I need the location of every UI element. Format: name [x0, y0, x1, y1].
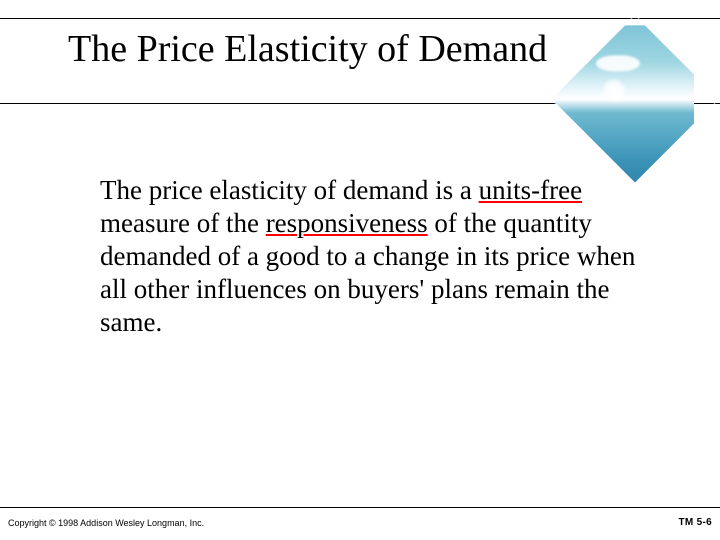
decorative-photo-diamond [576, 40, 694, 158]
highlight-units-free: units-free [479, 175, 582, 205]
body-text-segment: measure of the [100, 208, 266, 238]
body-text-segment: The price elasticity of demand is a [100, 175, 479, 205]
copyright-text: Copyright © 1998 Addison Wesley Longman,… [8, 518, 204, 528]
rule-bottom [0, 507, 720, 508]
beach-image [552, 16, 719, 183]
slide-title: The Price Elasticity of Demand [68, 27, 547, 71]
wave-splash [602, 75, 632, 105]
page-number: TM 5-6 [679, 517, 712, 528]
slide: The Price Elasticity of Demand The price… [0, 0, 720, 540]
body-paragraph: The price elasticity of demand is a unit… [100, 174, 640, 339]
highlight-responsiveness: responsiveness [266, 208, 428, 238]
cloud-icon [596, 55, 640, 71]
